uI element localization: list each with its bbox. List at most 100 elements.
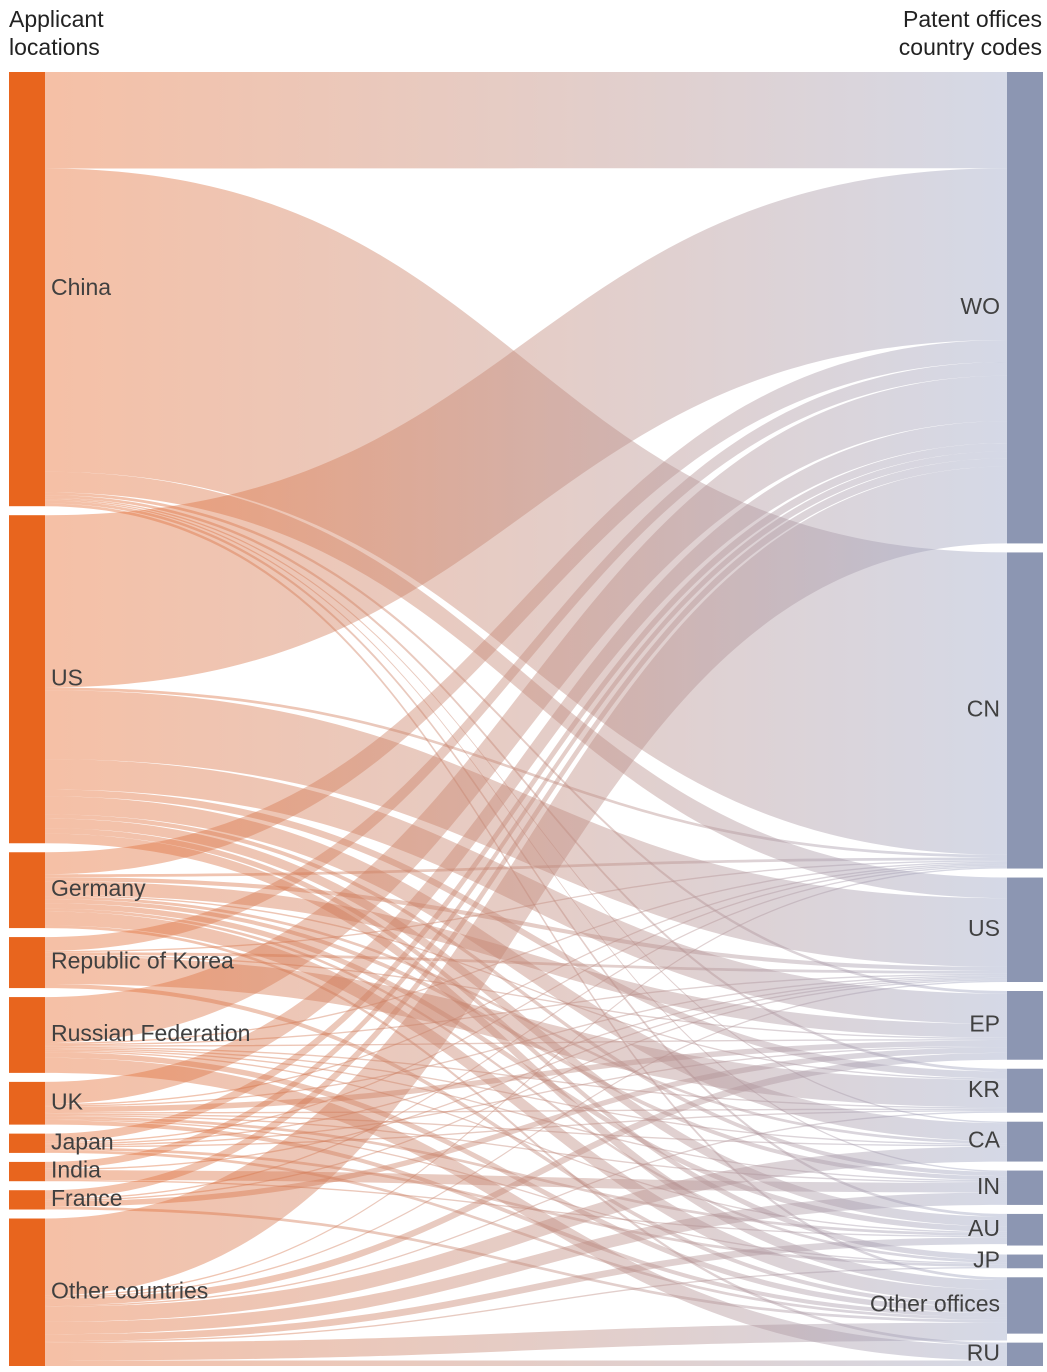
flow-china-to-wo	[45, 72, 1007, 169]
flow-japan-to-wo	[45, 443, 1007, 1142]
source-node-france	[9, 1190, 45, 1210]
flow-other-countries-to-kr	[45, 1111, 1007, 1307]
source-label-uk: UK	[51, 1088, 84, 1114]
flow-uk-to-jp	[45, 1119, 1007, 1265]
flow-other-countries-to-ca	[45, 1146, 1007, 1322]
flow-france-to-us	[45, 979, 1007, 1202]
target-node-kr	[1007, 1068, 1043, 1113]
flow-other-countries-to-wo	[45, 466, 1007, 1296]
flow-us-to-kr	[45, 789, 1007, 1079]
flow-japan-to-ep	[45, 1045, 1007, 1147]
flow-russian-federation-to-us	[45, 973, 1007, 1046]
flow-germany-to-other-offices	[45, 911, 1007, 1304]
source-header-line-2: locations	[9, 34, 100, 60]
flow-russian-federation-to-cn	[45, 861, 1007, 1044]
flow-china-to-kr	[45, 495, 1007, 1072]
flow-india-to-us	[45, 977, 1007, 1171]
flow-other-countries-to-ru	[45, 1360, 1007, 1366]
source-node-us	[9, 515, 45, 844]
source-node-india	[9, 1161, 45, 1182]
flow-germany-to-ep	[45, 881, 1007, 1038]
source-label-russian-federation: Russian Federation	[51, 1020, 250, 1046]
target-node-au	[1007, 1213, 1043, 1246]
target-node-cn	[1007, 552, 1043, 869]
flow-india-to-wo	[45, 451, 1007, 1169]
flow-germany-to-wo	[45, 340, 1007, 875]
flow-uk-to-in	[45, 1114, 1007, 1183]
target-node-other-offices	[1007, 1277, 1043, 1334]
flow-other-countries-to-in	[45, 1192, 1007, 1335]
flows-layer	[45, 72, 1007, 1366]
target-label-in: IN	[977, 1173, 1000, 1199]
source-label-india: India	[51, 1157, 101, 1183]
flow-china-to-us	[45, 471, 1007, 899]
flow-republic-of-korea-to-ep	[45, 954, 1007, 1040]
flow-uk-to-other-offices	[45, 1120, 1007, 1318]
target-label-au: AU	[968, 1215, 1000, 1241]
target-node-ru	[1007, 1342, 1043, 1366]
source-node-republic-of-korea	[9, 937, 45, 989]
flow-uk-to-us	[45, 975, 1007, 1107]
flow-germany-to-kr	[45, 894, 1007, 1080]
flow-uk-to-ep	[45, 1040, 1007, 1113]
flow-republic-of-korea-to-us	[45, 952, 1007, 974]
flow-other-countries-to-ep	[45, 1052, 1007, 1306]
flow-other-countries-to-us	[45, 980, 1007, 1299]
target-label-ca: CA	[968, 1127, 1001, 1153]
flow-france-to-wo	[45, 458, 1007, 1199]
flow-japan-to-jp	[45, 1147, 1007, 1267]
flow-germany-to-us	[45, 877, 1007, 972]
source-label-japan: Japan	[51, 1128, 114, 1154]
target-label-us: US	[968, 915, 1000, 941]
flow-other-countries-to-cn	[45, 867, 1007, 1298]
source-node-china	[9, 72, 45, 507]
target-node-ca	[1007, 1121, 1043, 1162]
target-label-cn: CN	[967, 696, 1000, 722]
labels-layer: China US Germany Republic of Korea Russian F…	[51, 274, 1001, 1365]
target-node-jp	[1007, 1254, 1043, 1269]
target-node-wo	[1007, 72, 1043, 544]
flow-germany-to-ru	[45, 925, 1007, 1346]
flow-republic-of-korea-to-other-offices	[45, 983, 1007, 1308]
source-column-header: Applicant locations	[9, 5, 104, 61]
flow-china-to-ep	[45, 492, 1007, 994]
flow-germany-to-jp	[45, 908, 1007, 1263]
flow-other-countries-to-jp	[45, 1266, 1007, 1343]
flow-russian-federation-to-wo	[45, 375, 1007, 1043]
target-node-in	[1007, 1170, 1043, 1205]
source-node-germany	[9, 852, 45, 929]
flow-france-to-ep	[45, 1047, 1007, 1207]
nodes-layer	[9, 72, 1043, 1366]
flow-other-countries-to-other-offices	[45, 1322, 1007, 1361]
source-label-germany: Germany	[51, 875, 146, 901]
flow-other-countries-to-au	[45, 1237, 1007, 1342]
flow-japan-to-cn	[45, 864, 1007, 1144]
flow-uk-to-ca	[45, 1113, 1007, 1147]
source-node-other-countries	[9, 1218, 45, 1366]
target-node-ep	[1007, 991, 1043, 1060]
flow-uk-to-wo	[45, 421, 1007, 1104]
flow-republic-of-korea-to-wo	[45, 362, 1007, 951]
target-label-ep: EP	[969, 1010, 1000, 1036]
flow-russian-federation-to-ep	[45, 1039, 1007, 1047]
source-node-russian-federation	[9, 997, 45, 1073]
flow-uk-to-kr	[45, 1108, 1007, 1114]
source-node-japan	[9, 1133, 45, 1153]
target-label-jp: JP	[973, 1246, 1000, 1272]
source-label-other-countries: Other countries	[51, 1277, 208, 1303]
target-node-us	[1007, 877, 1043, 983]
flow-us-to-wo	[45, 168, 1007, 688]
target-label-kr: KR	[968, 1076, 1000, 1102]
source-node-uk	[9, 1081, 45, 1125]
flow-germany-to-au	[45, 903, 1007, 1232]
source-label-us: US	[51, 664, 83, 690]
flow-republic-of-korea-to-kr	[45, 956, 1007, 1108]
flow-russian-federation-to-au	[45, 1050, 1007, 1234]
flow-russian-federation-to-in	[45, 1049, 1007, 1182]
target-header-line-1: Patent offices	[903, 6, 1042, 32]
flow-us-to-in	[45, 814, 1007, 1177]
flow-france-to-cn	[45, 865, 1007, 1200]
target-label-wo: WO	[960, 293, 1000, 319]
target-label-other-offices: Other offices	[870, 1291, 1000, 1317]
